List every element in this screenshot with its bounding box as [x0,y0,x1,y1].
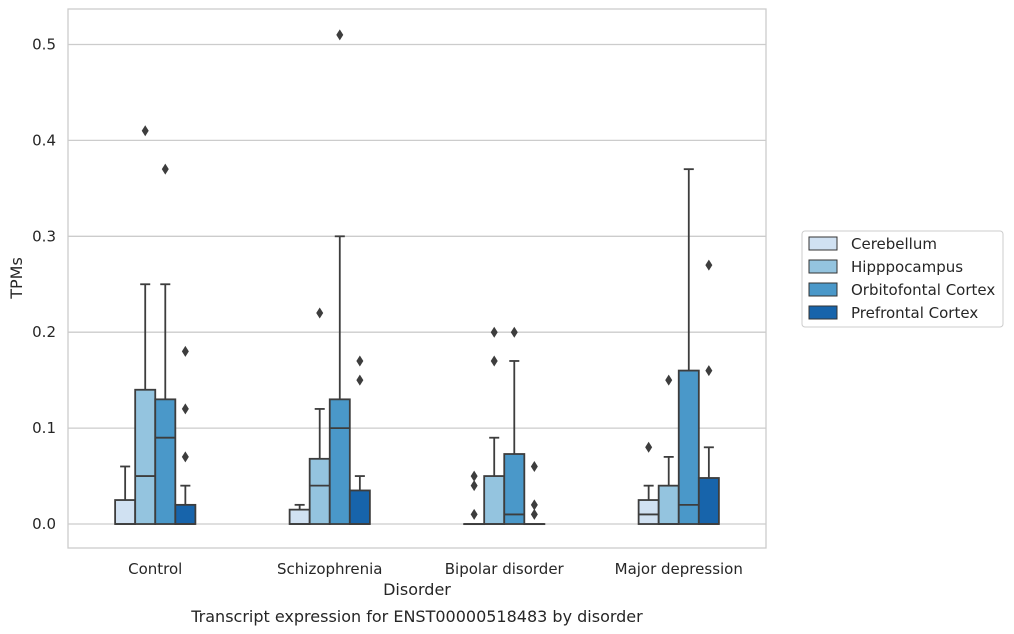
box-iqr [288,508,311,525]
x-axis-title: Disorder [383,580,451,599]
y-tick-label: 0.2 [32,323,56,341]
box-iqr [697,477,720,525]
outlier-marker [530,508,538,520]
box-iqr [134,388,157,525]
box-element [697,259,720,525]
y-tick-label: 0.4 [32,131,56,149]
box-element [463,470,486,526]
box-element [154,163,177,525]
outlier-marker [510,326,518,338]
legend-frame [801,230,1004,328]
box-element [174,345,197,525]
box-iqr [657,484,680,525]
x-tick-label: Major depression [615,560,743,578]
box-element [328,29,351,525]
chart-caption: Transcript expression for ENST0000051848… [190,607,643,626]
x-tick-label: Bipolar disorder [445,560,565,578]
box-iqr [483,475,506,525]
plot-frame [67,8,767,549]
legend-swatch [808,259,838,274]
outlier-marker [530,460,538,472]
outlier-marker [181,451,189,463]
box-iqr [348,489,371,525]
outlier-marker [356,355,364,367]
outlier-marker [470,480,478,492]
x-tick-label: Control [128,560,182,578]
legend-swatch [808,282,838,297]
outlier-marker [470,470,478,482]
outlier-marker [705,365,713,377]
legend-label: Prefrontal Cortex [851,304,978,322]
legend-label: Cerebellum [851,235,937,253]
legend-swatch [808,305,838,320]
legend: Cerebellum Hipppocampus Orbitofontal Corte… [801,230,1004,328]
box-element [348,355,371,525]
legend-swatch [808,236,838,251]
box-element [114,465,137,525]
x-tick-label: Schizophrenia [277,560,382,578]
box-iqr [677,369,700,525]
outlier-marker [336,29,344,41]
box-iqr [174,503,197,525]
box-element [483,326,506,525]
y-axis-ticks: 0.0 0.1 0.2 0.3 0.4 0.5 [32,35,56,533]
outlier-marker [356,374,364,386]
box-iqr [503,453,526,525]
box-element [503,326,526,525]
box-iqr [308,457,331,525]
box-element [288,503,311,525]
box-element [677,168,700,525]
box-iqr [154,398,177,525]
outlier-marker [181,403,189,415]
box-iqr [114,499,137,525]
box-element [308,307,331,525]
outlier-marker [181,345,189,357]
outlier-marker [705,259,713,271]
y-tick-label: 0.5 [32,35,56,53]
x-axis-ticks: Control Schizophrenia Bipolar disorder Majo… [128,560,743,578]
box-iqr [637,499,660,525]
box-plot-area [114,29,720,526]
outlier-marker [161,163,169,175]
legend-label: Orbitofontal Cortex [851,281,995,299]
outlier-marker [645,441,653,453]
y-axis-title: TPMs [7,257,26,300]
outlier-marker [490,355,498,367]
box-element [134,125,157,525]
outlier-marker [316,307,324,319]
outlier-marker [470,508,478,520]
outlier-marker [141,125,149,137]
outlier-marker [665,374,673,386]
y-tick-label: 0.1 [32,419,56,437]
y-tick-label: 0.0 [32,515,56,533]
box-element [523,460,546,526]
box-element [657,374,680,525]
box-element [637,441,660,525]
outlier-marker [490,326,498,338]
box-iqr [328,398,351,525]
outlier-marker [530,499,538,511]
legend-label: Hipppocampus [851,258,963,276]
y-tick-label: 0.3 [32,227,56,245]
